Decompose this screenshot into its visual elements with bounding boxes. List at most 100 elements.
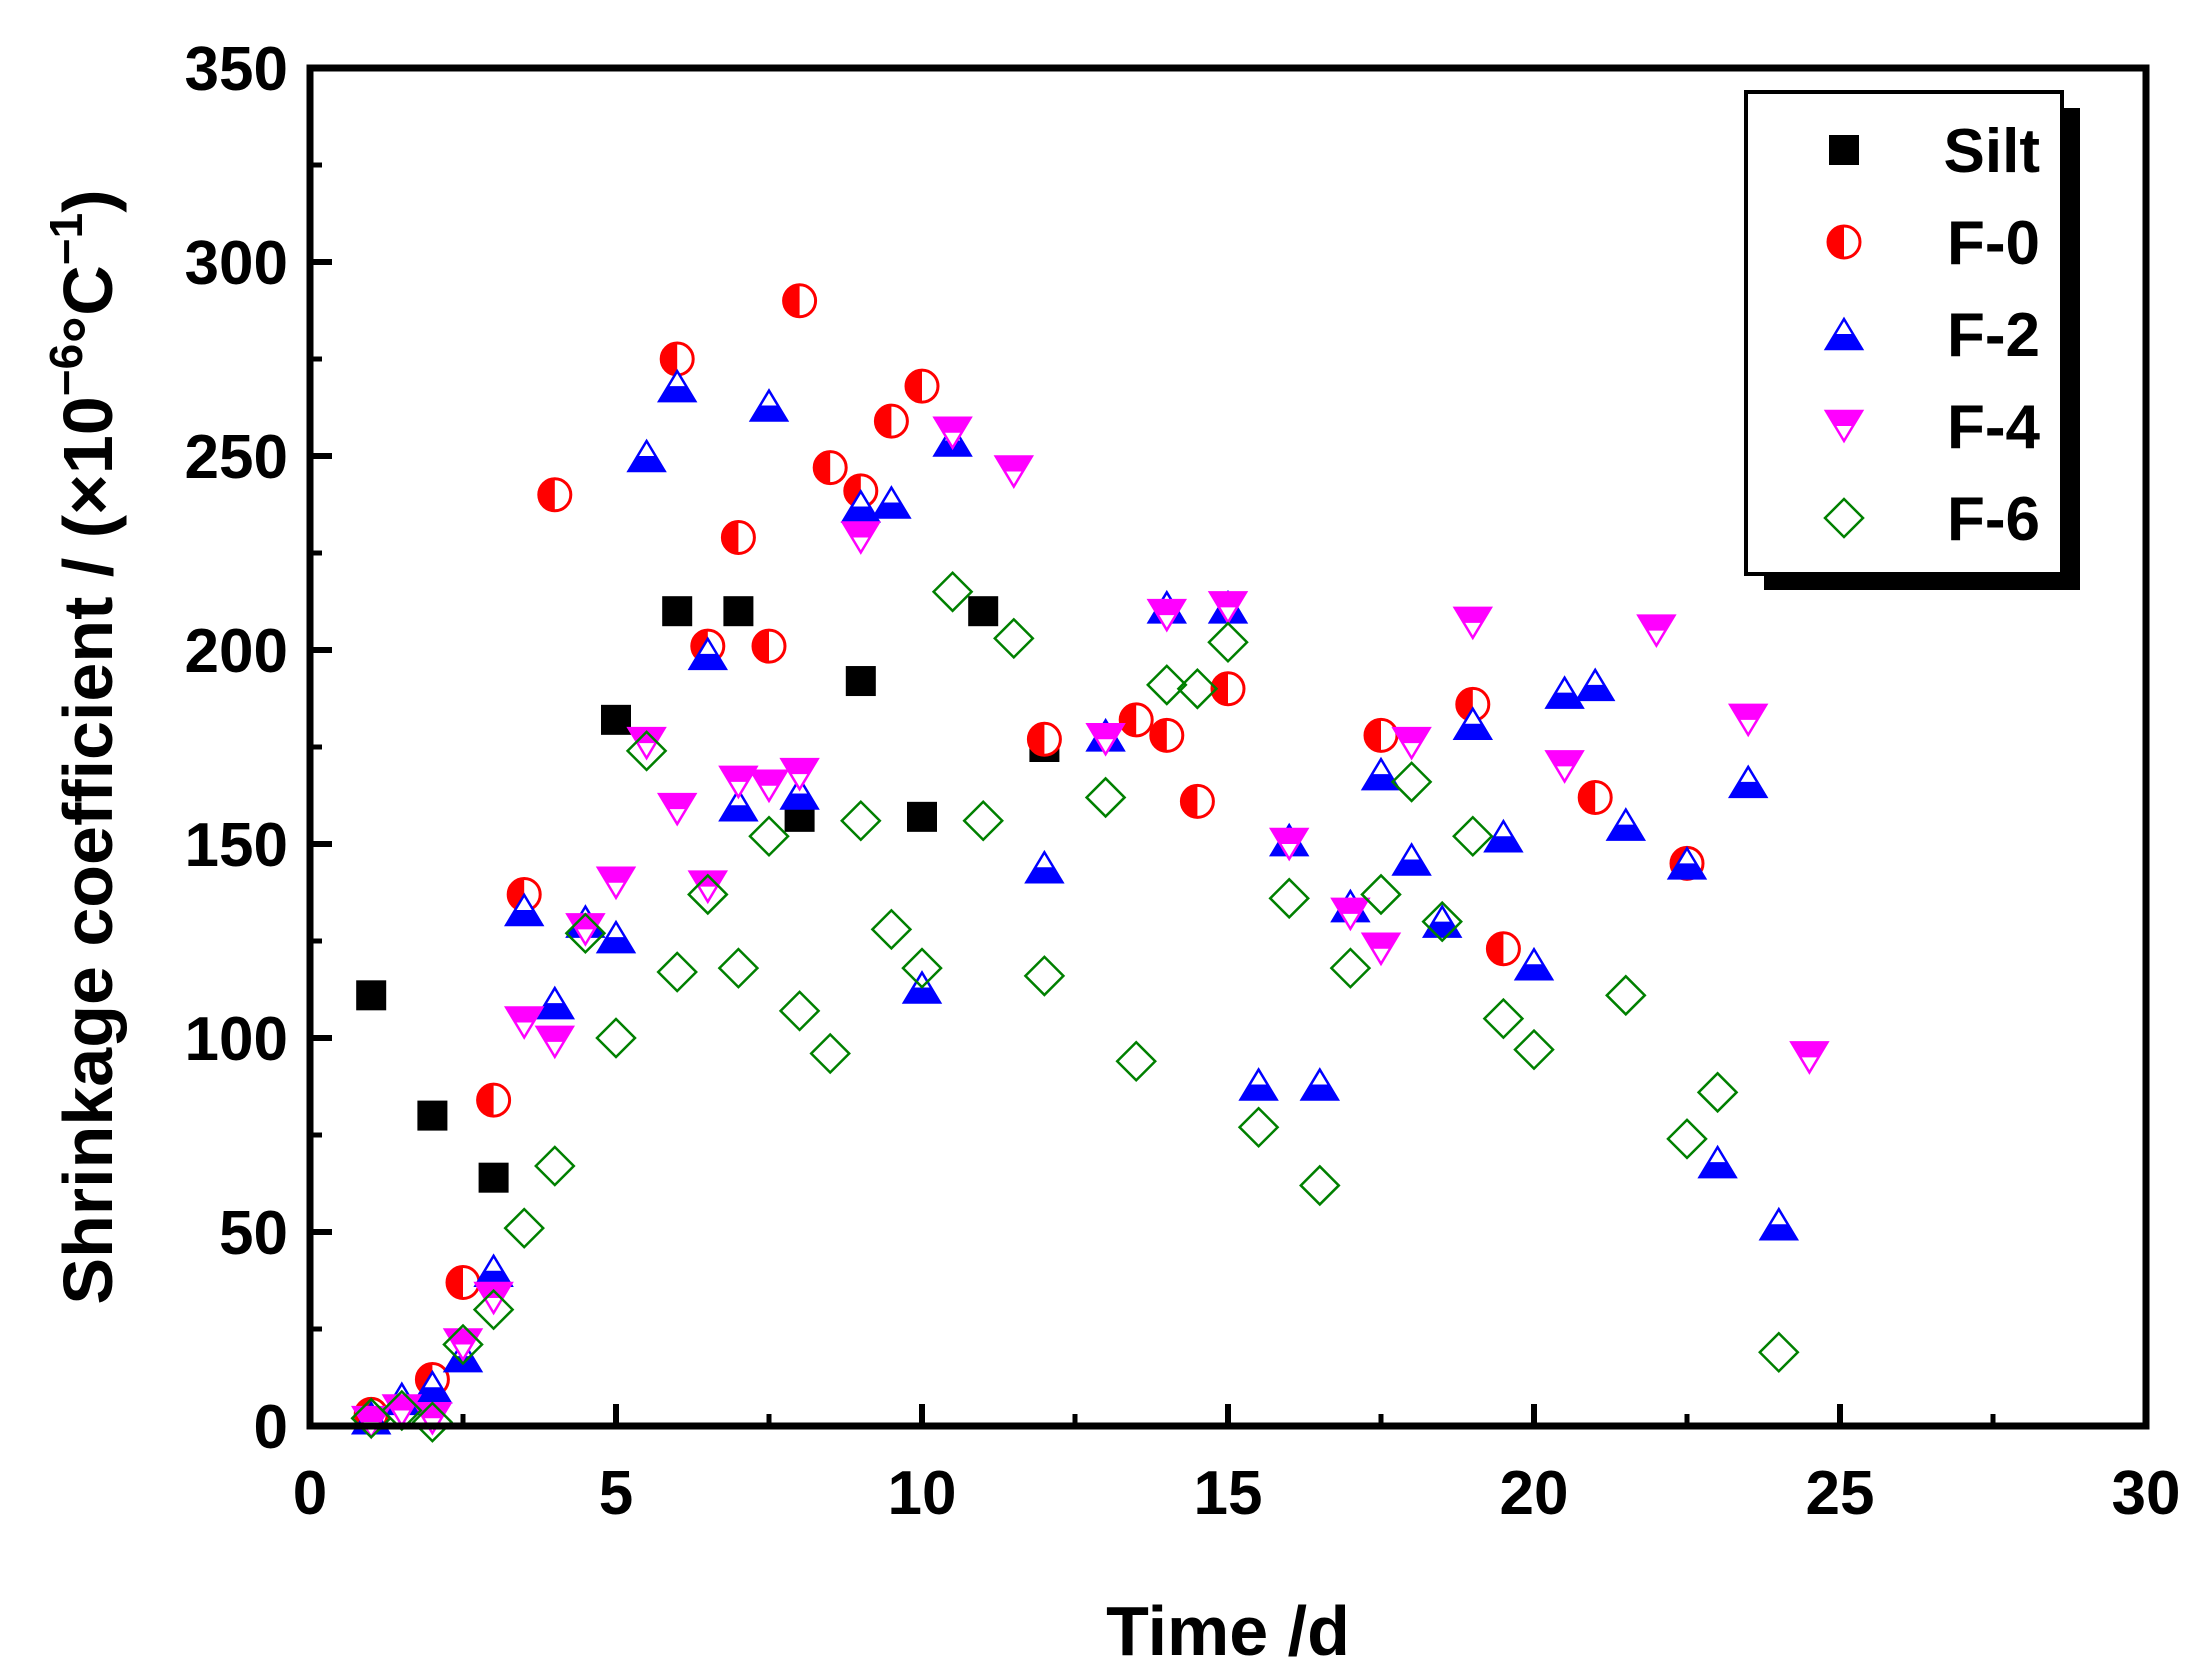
point-f-6 [1023, 955, 1066, 997]
point-f-0 [720, 519, 756, 555]
x-tick-label: 10 [888, 1459, 957, 1528]
point-f-4 [1330, 897, 1371, 932]
point-f-6 [687, 873, 729, 916]
point-f-0 [1485, 931, 1521, 967]
point-silt [907, 801, 937, 832]
point-f-2 [473, 1253, 514, 1288]
point-f-6 [411, 1401, 454, 1443]
point-f-6 [993, 617, 1035, 660]
plot-frame [306, 64, 2150, 1430]
point-f-6 [870, 908, 913, 951]
point-f-2 [1697, 1144, 1738, 1179]
point-silt [723, 596, 754, 627]
point-f-4 [1452, 606, 1494, 641]
point-f-4 [534, 1025, 576, 1060]
point-f-6 [1360, 873, 1402, 916]
point-f-4 [350, 1405, 392, 1440]
point-f-0 [1026, 721, 1062, 757]
point-f-2 [1605, 807, 1647, 841]
point-f-4 [442, 1328, 484, 1362]
x-tick-label: 15 [1194, 1459, 1263, 1528]
point-f-0 [782, 283, 818, 319]
point-f-4 [595, 866, 637, 901]
point-f-6 [595, 1017, 637, 1059]
y-tick-label: 50 [219, 1199, 288, 1268]
point-f-2 [1666, 845, 1708, 880]
point-f-6 [472, 1288, 515, 1331]
point-f-6 [1329, 947, 1372, 989]
point-f-4 [718, 765, 759, 800]
point-silt [478, 1162, 509, 1193]
point-f-2 [1727, 764, 1769, 799]
point-f-6 [840, 799, 882, 842]
y-tick-label: 350 [185, 35, 288, 104]
point-f-4 [1391, 726, 1432, 761]
point-f-6 [1758, 1331, 1800, 1374]
x-tick-label: 20 [1500, 1459, 1569, 1528]
legend-marker-f-0 [1826, 224, 1862, 260]
point-f-6 [442, 1323, 484, 1366]
point-f-6 [962, 799, 1004, 842]
point-f-6 [503, 1207, 545, 1249]
point-f-2 [1238, 1067, 1279, 1101]
point-f-2 [1391, 842, 1432, 876]
point-f-2 [595, 919, 637, 954]
point-f-4 [1146, 598, 1188, 633]
legend-box [1744, 90, 2064, 576]
point-f-6 [1390, 761, 1433, 803]
point-f-4 [1789, 1041, 1830, 1075]
point-silt [845, 666, 876, 697]
point-f-0 [904, 368, 940, 404]
point-f-6 [625, 730, 668, 772]
point-f-6 [1696, 1071, 1739, 1114]
x-tick-label: 0 [293, 1459, 327, 1528]
point-f-0 [873, 403, 909, 439]
point-f-4 [993, 455, 1035, 489]
point-f-6 [1421, 900, 1463, 943]
point-f-2 [656, 368, 698, 403]
point-f-4 [1636, 614, 1677, 649]
point-f-4 [473, 1281, 514, 1316]
point-f-6 [1207, 621, 1249, 664]
point-f-2 [687, 636, 729, 671]
legend-items: Silt F-0 F-2 F-4 F-6 [1823, 117, 2041, 554]
y-tick-label: 250 [185, 423, 288, 492]
point-silt [601, 704, 631, 735]
point-silt [356, 980, 387, 1011]
point-f-4 [1268, 827, 1310, 862]
y-tick-label: 200 [185, 617, 288, 686]
x-tick-label: 5 [599, 1459, 633, 1528]
legend-marker-f-6 [1823, 497, 1865, 539]
point-f-4 [503, 1006, 545, 1040]
point-f-6 [778, 990, 821, 1032]
point-f-2 [1544, 675, 1585, 709]
point-f-2 [1024, 849, 1065, 884]
point-silt [417, 1100, 448, 1131]
point-f-4 [1207, 591, 1249, 625]
point-f-6 [656, 951, 698, 993]
point-f-4 [840, 521, 882, 555]
point-f-6 [1115, 1040, 1157, 1083]
point-f-0 [1210, 671, 1246, 707]
y-tick-label: 100 [185, 1005, 288, 1074]
point-f-6 [1482, 997, 1525, 1040]
point-f-2 [718, 787, 759, 822]
point-f-6 [1605, 974, 1647, 1017]
x-axis-title: Time /d [1106, 1592, 1350, 1670]
point-f-4 [1727, 703, 1769, 738]
point-f-4 [748, 769, 790, 804]
x-tick-label: 25 [1806, 1459, 1875, 1528]
point-f-0 [751, 628, 787, 664]
point-f-6 [564, 912, 607, 955]
point-f-4 [1085, 722, 1126, 757]
point-f-0 [1118, 702, 1154, 738]
point-f-2 [1758, 1206, 1800, 1241]
point-f-4 [779, 757, 820, 792]
point-f-0 [476, 1082, 512, 1118]
legend: Silt F-0 F-2 F-4 F-6 [1744, 90, 2080, 590]
point-f-2 [1483, 818, 1524, 853]
point-f-6 [1666, 1118, 1708, 1160]
point-f-6 [809, 1032, 851, 1075]
y-tick-label: 0 [254, 1393, 288, 1462]
